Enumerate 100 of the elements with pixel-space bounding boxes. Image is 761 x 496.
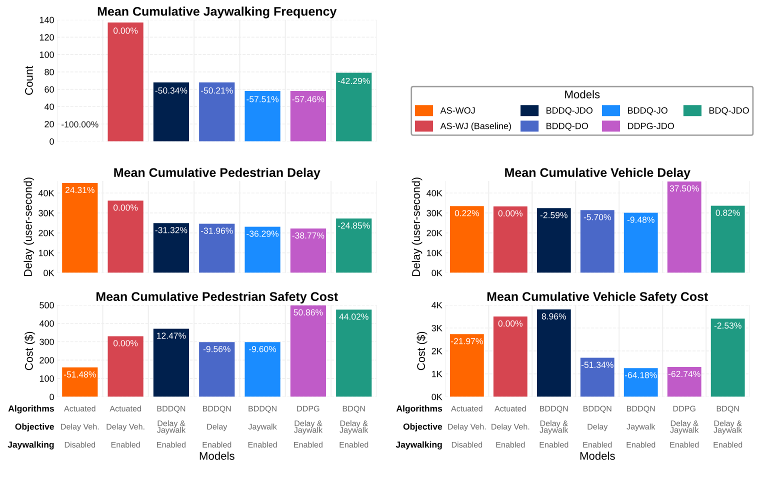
bar	[290, 91, 326, 142]
annotation: 0.00%	[114, 340, 138, 346]
annotation: -21.97%	[451, 338, 483, 344]
bar	[290, 228, 326, 273]
bar	[493, 316, 528, 397]
y-tick-label: 4K	[432, 302, 442, 308]
annotation: -9.56%	[203, 346, 230, 352]
bar	[244, 226, 280, 273]
y-tick-label: 2K	[432, 348, 442, 354]
y-tick-label: 100	[40, 375, 54, 382]
y-axis-title: Count	[25, 66, 33, 95]
legend-label: BDDQ-DO	[546, 122, 588, 131]
text: Enabled	[714, 442, 742, 448]
y-axis-title: Delay (user-second)	[412, 178, 422, 276]
text: Disabled	[64, 442, 96, 448]
text: Delay Veh.	[61, 424, 99, 432]
annotation: 44.02%	[339, 314, 368, 320]
bar	[108, 336, 144, 397]
y-tick-label: 30K	[426, 210, 442, 216]
bar	[336, 72, 372, 142]
bar	[199, 342, 235, 397]
y-tick-label: 500	[40, 302, 54, 308]
y-tick-label: 60	[44, 86, 54, 93]
text: Actuated	[451, 406, 482, 412]
annotation: -62.74%	[668, 370, 700, 378]
y-axis-title: Cost ($)	[416, 332, 428, 370]
y-tick-label: 40K	[426, 190, 442, 196]
legend-label: BDQ-JDO	[709, 107, 749, 116]
legend-title: Models	[565, 90, 600, 98]
text: Jaywalk	[626, 424, 656, 432]
annotation: -38.77%	[292, 232, 324, 239]
annotation: -31.96%	[200, 228, 233, 234]
y-tick-label: 20K	[426, 230, 442, 236]
y-tick-label: 120	[40, 34, 54, 41]
text: Actuated	[64, 406, 96, 412]
text: Delay Veh.	[492, 424, 530, 432]
bar	[153, 328, 190, 397]
x-axis-title: Models	[580, 452, 615, 460]
bar	[290, 305, 326, 397]
text: Objective	[403, 423, 442, 432]
bar	[108, 22, 144, 142]
annotation: -51.48%	[64, 371, 96, 378]
bar	[199, 224, 235, 273]
text: BDDQN	[626, 406, 655, 413]
annotation: -31.32%	[155, 227, 188, 234]
text: Disabled	[452, 442, 482, 448]
text: Enabled	[294, 442, 322, 448]
y-tick-label: 30K	[38, 210, 54, 216]
y-tick-label: 10K	[38, 250, 54, 256]
text: Enabled	[670, 442, 699, 448]
annotation: -57.46%	[292, 96, 324, 102]
annotation: -51.34%	[581, 362, 614, 368]
bar	[108, 200, 144, 273]
text: BDDQN	[248, 406, 276, 413]
text: Delay & Jaywalk	[294, 420, 323, 434]
y-tick-label: 20K	[38, 230, 54, 236]
text: Actuated	[110, 406, 141, 412]
y-tick-label: 0	[50, 138, 54, 145]
annotation: -24.85%	[338, 222, 370, 229]
text: Enabled	[111, 442, 140, 448]
annotation: 12.47%	[157, 332, 186, 339]
annotation: 37.50%	[670, 185, 699, 192]
y-tick-label: 40K	[38, 190, 54, 196]
text: Enabled	[626, 442, 656, 448]
chart-title: Mean Cumulative Pedestrian Safety Cost	[96, 292, 338, 304]
text: Enabled	[583, 442, 612, 448]
legend-label: AS-WOJ	[440, 107, 475, 114]
text: Algorithms	[396, 405, 442, 414]
text: Algorithms	[8, 405, 54, 414]
annotation: -42.29%	[338, 78, 370, 84]
bar	[710, 318, 745, 397]
text: Delay Veh.	[106, 424, 144, 432]
y-tick-label: 0K	[432, 270, 442, 276]
bar	[199, 82, 235, 142]
text: Jaywalking	[8, 441, 54, 450]
text: Delay & Jaywalk	[670, 420, 699, 434]
text: Delay & Jaywalk	[714, 420, 742, 434]
chart-title: Mean Cumulative Jaywalking Frequency	[98, 6, 337, 18]
annotation: -2.53%	[714, 322, 742, 329]
annotation: 24.31%	[66, 186, 94, 194]
text: Delay & Jaywalk	[540, 420, 568, 434]
annotation: -64.18%	[624, 372, 657, 378]
annotation: 50.86%	[294, 309, 323, 316]
y-tick-label: 3K	[432, 324, 442, 332]
text: Enabled	[248, 442, 277, 448]
text: Jaywalking	[396, 441, 442, 450]
y-tick-label: 0K	[432, 394, 442, 400]
text: Enabled	[496, 442, 525, 448]
text: DDPG	[297, 406, 320, 412]
y-axis-title: Delay (user-second)	[24, 178, 34, 276]
annotation: -5.70%	[584, 214, 611, 220]
legend-label: AS-WJ (Baseline)	[440, 122, 511, 131]
annotation: -36.29%	[246, 230, 279, 237]
text: BDQN	[716, 406, 739, 413]
x-axis-title: Models	[200, 452, 234, 460]
text: BDDQN	[584, 406, 612, 413]
annotation: 0.22%	[454, 210, 480, 216]
bar	[624, 368, 658, 397]
text: Delay	[207, 424, 228, 432]
text: BDDQN	[540, 406, 568, 413]
